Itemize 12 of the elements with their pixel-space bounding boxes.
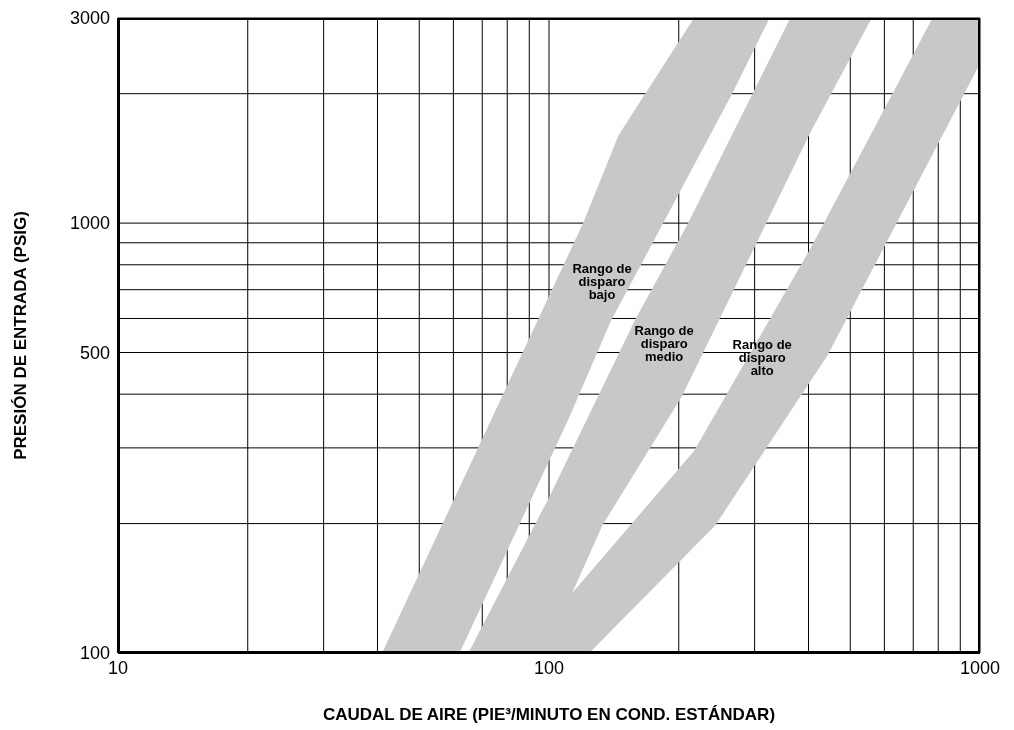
series-label: Rango de disparo alto (732, 337, 792, 379)
series-label: Rango de disparo bajo (572, 261, 632, 303)
series-label: Rango de disparo medio (634, 323, 694, 365)
x-tick-label: 10 (107, 657, 129, 678)
y-tick-label: 500 (79, 342, 110, 363)
y-tick-label: 100 (79, 643, 110, 664)
x-tick-label: 1000 (959, 657, 1001, 678)
y-tick-label: 1000 (69, 213, 110, 234)
y-axis-title: PRESIÓN DE ENTRADA (PSIG) (11, 211, 31, 460)
x-axis-title: CAUDAL DE AIRE (PIE³/MINUTO EN COND. ESTÁNDAR) (322, 705, 776, 724)
y-tick-label: 3000 (69, 8, 110, 29)
x-tick-label: 100 (533, 657, 565, 678)
